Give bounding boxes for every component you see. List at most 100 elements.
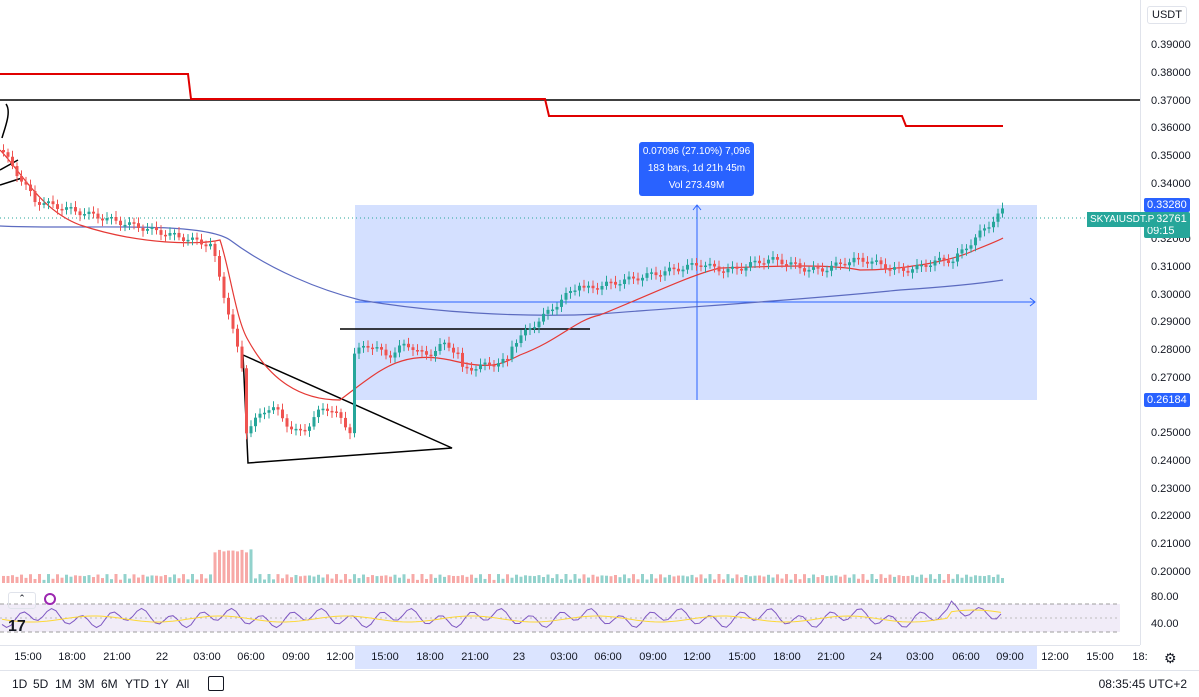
volume-bar — [479, 574, 482, 583]
candle — [987, 227, 991, 229]
candle — [74, 207, 77, 212]
candle — [141, 227, 145, 231]
volume-bar — [497, 574, 500, 583]
volume-bar — [47, 574, 50, 583]
candle — [812, 267, 815, 270]
candle — [938, 257, 941, 261]
measure-change: 0.07096 (27.10%) 7,096 — [642, 146, 751, 157]
indicator-collapse-button[interactable]: ⌃ — [8, 592, 36, 609]
candle — [195, 237, 199, 240]
candle — [6, 152, 10, 157]
candle — [623, 279, 626, 285]
volume-bar — [87, 575, 91, 583]
volume-bar — [668, 574, 671, 583]
volume-bar — [141, 574, 145, 583]
candle — [852, 257, 856, 263]
volume-bar — [303, 575, 307, 583]
candle — [879, 260, 883, 265]
range-button-3m[interactable]: 3M — [78, 677, 95, 691]
candle — [483, 362, 487, 365]
candle — [951, 261, 955, 264]
candle — [830, 265, 833, 271]
volume-bar — [78, 575, 82, 583]
candle — [942, 257, 946, 261]
candle — [276, 407, 280, 410]
volume-bar — [677, 575, 680, 583]
range-button-5d[interactable]: 5D — [33, 677, 49, 691]
volume-bar — [420, 574, 424, 583]
candle — [960, 249, 964, 254]
clock: 08:35:45 UTC+2 — [1098, 677, 1187, 691]
volume-bar — [960, 577, 964, 583]
compare-icon[interactable] — [208, 676, 224, 691]
volume-bar — [897, 575, 901, 583]
volume-bar — [254, 578, 257, 583]
candle — [330, 410, 334, 413]
volume-bar — [902, 575, 905, 583]
candle — [308, 426, 311, 431]
candle — [897, 267, 901, 269]
indicator-settings-icon[interactable] — [44, 593, 56, 605]
volume-bar — [105, 574, 109, 583]
volume-bar — [645, 579, 649, 583]
candle — [807, 269, 811, 272]
candle — [519, 335, 523, 344]
volume-bar — [74, 575, 77, 583]
volume-bar — [452, 575, 455, 583]
candle — [551, 309, 554, 312]
price-tick: 0.25000 — [1151, 427, 1191, 439]
candle — [285, 418, 289, 427]
range-button-1m[interactable]: 1M — [55, 677, 72, 691]
candle — [695, 263, 698, 266]
candle — [33, 191, 37, 203]
time-axis[interactable]: 15:00 18:00 21:00 22 03:00 06:00 09:00 12:00 15:… — [0, 645, 1148, 670]
candle — [447, 342, 451, 348]
candle — [564, 292, 568, 300]
volume-bar — [659, 574, 662, 583]
volume-bar — [722, 579, 725, 583]
volume-bar — [344, 574, 347, 583]
volume-bar — [632, 574, 635, 583]
candle — [767, 259, 770, 264]
volume-bar — [915, 576, 919, 583]
volume-bar — [276, 574, 280, 583]
volume-bar — [213, 552, 217, 583]
price-tick: 0.34000 — [1151, 178, 1191, 190]
gear-icon[interactable]: ⚙ — [1164, 650, 1177, 666]
tradingview-logo[interactable]: 17 — [8, 618, 26, 635]
candle — [821, 268, 824, 272]
candle — [101, 218, 104, 221]
volume-bar — [389, 576, 392, 583]
currency-selector[interactable]: USDT — [1147, 6, 1187, 24]
candle — [290, 426, 293, 430]
time-tick: 21:00 — [103, 651, 131, 663]
chart-area[interactable]: 0.07096 (27.10%) 7,096 183 bars, 1d 21h … — [0, 0, 1140, 645]
candle — [582, 285, 586, 288]
volume-bar — [969, 576, 973, 583]
time-tick: 06:00 — [237, 651, 265, 663]
candle — [393, 352, 397, 358]
volume-bar — [519, 576, 523, 583]
candle — [524, 329, 527, 336]
price-axis[interactable]: USDT 0.39000 0.38000 0.37000 0.36000 0.35000… — [1140, 0, 1199, 645]
volume-bar — [195, 579, 199, 583]
candle — [2, 150, 5, 153]
volume-bar — [951, 578, 955, 583]
candle — [429, 354, 433, 357]
candlestick-chart[interactable] — [0, 0, 1140, 645]
time-tick: 06:00 — [952, 651, 980, 663]
time-tick: 18:00 — [416, 651, 444, 663]
range-button-1d[interactable]: 1D — [12, 677, 28, 691]
candle — [434, 350, 437, 357]
range-button-ytd[interactable]: YTD — [125, 677, 149, 691]
range-button-all[interactable]: All — [176, 677, 190, 691]
volume-bar — [582, 574, 586, 583]
volume-bar — [906, 575, 910, 583]
range-button-1y[interactable]: 1Y — [154, 677, 169, 691]
candle — [771, 257, 775, 260]
candle — [591, 285, 595, 289]
volume-bar — [533, 576, 536, 583]
volume-bar — [375, 576, 379, 583]
candle — [488, 362, 491, 366]
range-button-6m[interactable]: 6M — [101, 677, 118, 691]
